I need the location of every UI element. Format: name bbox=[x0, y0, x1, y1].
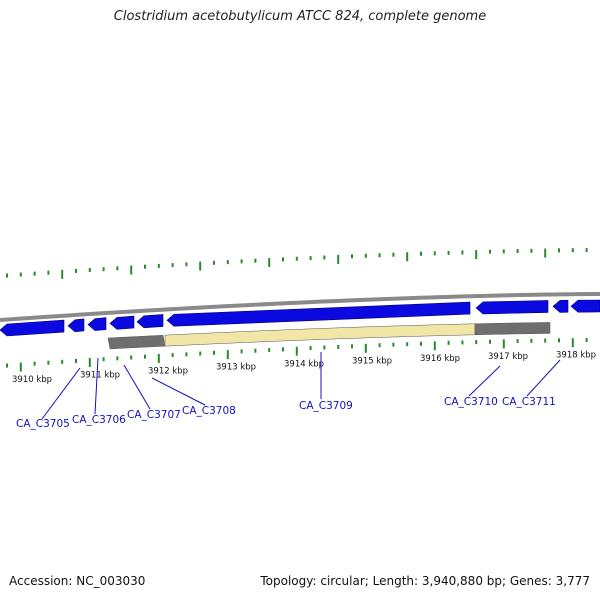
gene-label: CA_C3710 bbox=[444, 396, 498, 408]
kbp-label: 3917 kbp bbox=[488, 352, 528, 362]
kbp-label: 3912 kbp bbox=[148, 367, 188, 377]
backbone-line bbox=[0, 292, 600, 322]
backbone-layer bbox=[0, 292, 600, 322]
gene-leader-line bbox=[526, 359, 561, 397]
kbp-label-layer: 3910 kbp 3911 kbp 3912 kbp 3913 kbp 3914 kbp… bbox=[12, 350, 596, 385]
inner-tick-ring bbox=[6, 338, 588, 372]
kbp-label: 3915 kbp bbox=[352, 356, 392, 366]
gene-label: CA_C3709 bbox=[299, 400, 353, 412]
gene-label: CA_C3706 bbox=[72, 414, 126, 426]
gene-arrow bbox=[109, 315, 135, 330]
feature-segment-highlight bbox=[164, 323, 476, 347]
kbp-label: 3913 kbp bbox=[216, 363, 256, 373]
kbp-label: 3911 kbp bbox=[80, 371, 120, 381]
gene-label: CA_C3708 bbox=[182, 405, 236, 417]
feature-segment-grey bbox=[107, 334, 166, 350]
gene-arrow bbox=[67, 318, 85, 333]
gene-label: CA_C3705 bbox=[16, 418, 70, 430]
gene-arrow bbox=[552, 299, 569, 313]
outer-tick-ring bbox=[6, 248, 588, 279]
map-title: Clostridium acetobutylicum ATCC 824, com… bbox=[113, 9, 487, 24]
gene-leader-line bbox=[94, 357, 99, 415]
feature-segment-grey bbox=[474, 322, 551, 336]
gene-label: CA_C3711 bbox=[502, 396, 556, 408]
kbp-label: 3916 kbp bbox=[420, 354, 460, 364]
genome-stats-text: Topology: circular; Length: 3,940,880 bp… bbox=[260, 574, 590, 588]
gene-arrow bbox=[475, 300, 549, 315]
gene-arrow bbox=[0, 319, 65, 337]
accession-text: Accession: NC_003030 bbox=[9, 574, 146, 588]
kbp-label: 3914 kbp bbox=[284, 359, 324, 369]
gene-leader-line bbox=[468, 365, 501, 397]
kbp-label: 3918 kbp bbox=[556, 350, 596, 360]
kbp-label: 3910 kbp bbox=[12, 375, 52, 385]
gene-label: CA_C3707 bbox=[127, 409, 181, 421]
feature-track bbox=[107, 322, 551, 350]
gene-leader-line bbox=[123, 364, 151, 410]
gene-arrow bbox=[87, 317, 107, 331]
gene-track bbox=[0, 299, 600, 337]
gene-leader-line bbox=[151, 377, 206, 406]
gene-arrow bbox=[570, 299, 600, 313]
gene-arrow bbox=[136, 314, 164, 329]
gene-arrow bbox=[166, 301, 471, 327]
gene-label-layer: CA_C3705 CA_C3706 CA_C3707 CA_C3708 CA_C3709… bbox=[16, 352, 561, 430]
gene-leader-line bbox=[41, 367, 81, 420]
